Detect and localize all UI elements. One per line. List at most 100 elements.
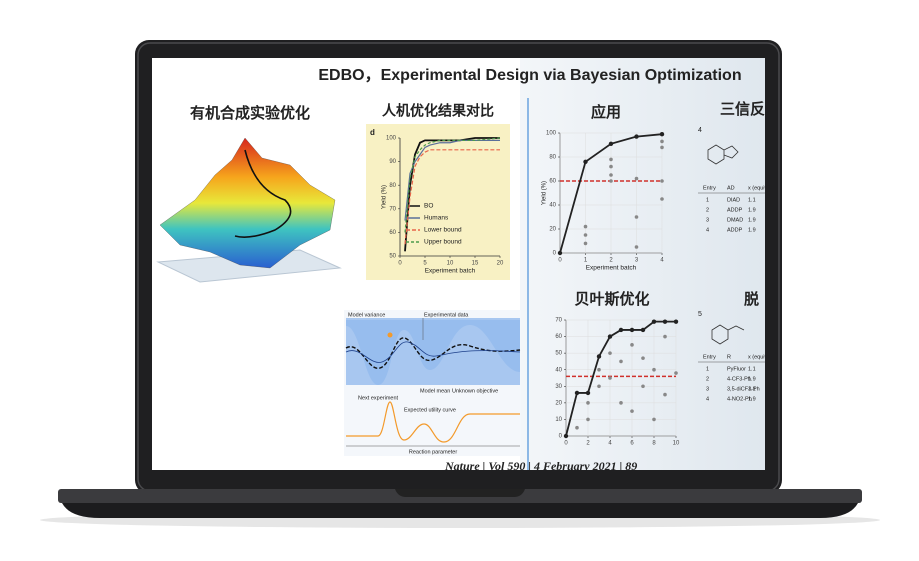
citation: Nature | Vol 590 | 4 February 2021 | 89 xyxy=(444,459,637,473)
table-cell: ADDP xyxy=(727,227,743,233)
tint xyxy=(520,58,765,470)
legend-label: Humans xyxy=(424,215,449,222)
point xyxy=(660,179,664,183)
x-tick-label: 1 xyxy=(584,258,588,264)
best-point xyxy=(557,250,563,256)
best-point xyxy=(629,327,635,333)
table-cell: 3 xyxy=(706,217,709,223)
x-tick-label: 2 xyxy=(609,258,613,264)
x-tick-label: 8 xyxy=(652,441,656,447)
y-tick-label: 70 xyxy=(555,318,562,324)
table-header: AD xyxy=(727,185,735,191)
best-point xyxy=(583,159,588,164)
table-cell: 1.9 xyxy=(748,227,756,233)
table-cell: 1 xyxy=(706,366,709,372)
point xyxy=(641,384,645,389)
point xyxy=(583,224,588,229)
best-point xyxy=(618,327,624,333)
best-point xyxy=(634,134,639,139)
best-point xyxy=(574,390,580,396)
table-cell: PyFluor xyxy=(727,366,746,372)
y-tick-label: 100 xyxy=(386,136,397,142)
y-tick-label: 0 xyxy=(553,251,557,257)
y-tick-label: 40 xyxy=(555,367,562,373)
table-cell: 1.1 xyxy=(748,197,756,203)
bayes-chart: 0 2 4 6 8 10 0 10 20 30 40 50 60 70 xyxy=(555,318,680,447)
next-point xyxy=(387,332,393,338)
y-axis-label: Yield (%) xyxy=(382,185,388,209)
molecule xyxy=(711,324,745,345)
heading: 有机合成实验优化 xyxy=(190,104,310,122)
y-tick-label: 0 xyxy=(559,434,563,440)
chart-panel xyxy=(366,124,510,280)
best-point xyxy=(563,433,569,439)
point xyxy=(608,376,612,380)
table-cell: ADDP xyxy=(727,207,743,213)
y-tick-label: 10 xyxy=(555,417,562,423)
table-cell: 4 xyxy=(706,227,709,233)
point xyxy=(641,356,645,360)
best-point xyxy=(673,319,679,324)
model-mean xyxy=(345,337,521,369)
table-cell: 1 xyxy=(706,197,709,203)
y-tick-label: 80 xyxy=(389,183,396,189)
far-tables: 4 Entry AD x (equiv) 1 DIAD 1.1 2 ADDP 1.9 3 DMAD 1.… xyxy=(698,127,765,402)
x-tick-label: 0 xyxy=(564,441,568,447)
table-cell: 3,5-diCF3-Ph xyxy=(727,386,760,392)
y-tick-label: 40 xyxy=(549,203,556,209)
x-tick-label: 10 xyxy=(673,441,680,447)
y-tick-label: 60 xyxy=(549,179,556,185)
table-cell: 1.9 xyxy=(748,217,756,223)
point xyxy=(619,359,623,364)
x-tick-label: 10 xyxy=(447,261,454,267)
x-tick-label: 0 xyxy=(558,258,562,264)
diagram-label: Next experiment xyxy=(358,395,399,401)
table-cell: 2 xyxy=(706,376,709,382)
table-cell: 1.9 xyxy=(748,396,756,402)
point xyxy=(652,367,656,372)
optimization-path xyxy=(234,149,292,238)
y-tick-label: 80 xyxy=(549,155,556,161)
diagram-label: Experimental data xyxy=(424,312,469,318)
point xyxy=(597,384,601,389)
y-tick-label: 20 xyxy=(549,227,556,233)
best-point xyxy=(596,354,602,359)
x-tick-label: 4 xyxy=(660,258,664,264)
heading: 人机优化结果对比 xyxy=(382,103,494,119)
point xyxy=(583,233,588,237)
point xyxy=(575,425,579,430)
point xyxy=(586,401,590,405)
point xyxy=(652,417,656,422)
series-line xyxy=(404,137,501,233)
diagram-label: Unknown objective xyxy=(452,388,498,394)
point xyxy=(630,343,634,347)
point xyxy=(663,392,667,397)
best-point xyxy=(651,319,657,324)
point xyxy=(634,176,639,181)
molecule xyxy=(707,144,739,165)
point xyxy=(663,334,667,339)
x-tick-label: 0 xyxy=(398,261,402,267)
point xyxy=(586,417,590,422)
y-tick-label: 30 xyxy=(555,384,562,390)
yield-chart: 0 5 10 15 20 50 60 70 80 90 100 Experiment batch Yie… xyxy=(370,128,504,275)
point xyxy=(583,241,588,246)
heading: 三信反 xyxy=(720,100,765,118)
best-point xyxy=(662,319,668,324)
x-axis-label: Experiment batch xyxy=(586,265,637,272)
table-cell: 1.1 xyxy=(748,386,756,392)
y-tick-label: 60 xyxy=(389,230,396,236)
table-header: R xyxy=(727,354,731,360)
objective xyxy=(345,341,521,363)
x-tick-label: 15 xyxy=(472,261,479,267)
y-tick-label: 50 xyxy=(555,351,562,357)
slide-title: EDBO，Experimental Design via Bayesian Op… xyxy=(318,67,741,84)
y-tick-label: 60 xyxy=(555,334,562,340)
diagram-xlabel: Reaction parameter xyxy=(409,449,457,455)
table-cell: 1.1 xyxy=(748,366,756,372)
x-tick-label: 20 xyxy=(497,261,504,267)
point xyxy=(674,371,678,375)
legend-label: Upper bound xyxy=(424,239,462,246)
